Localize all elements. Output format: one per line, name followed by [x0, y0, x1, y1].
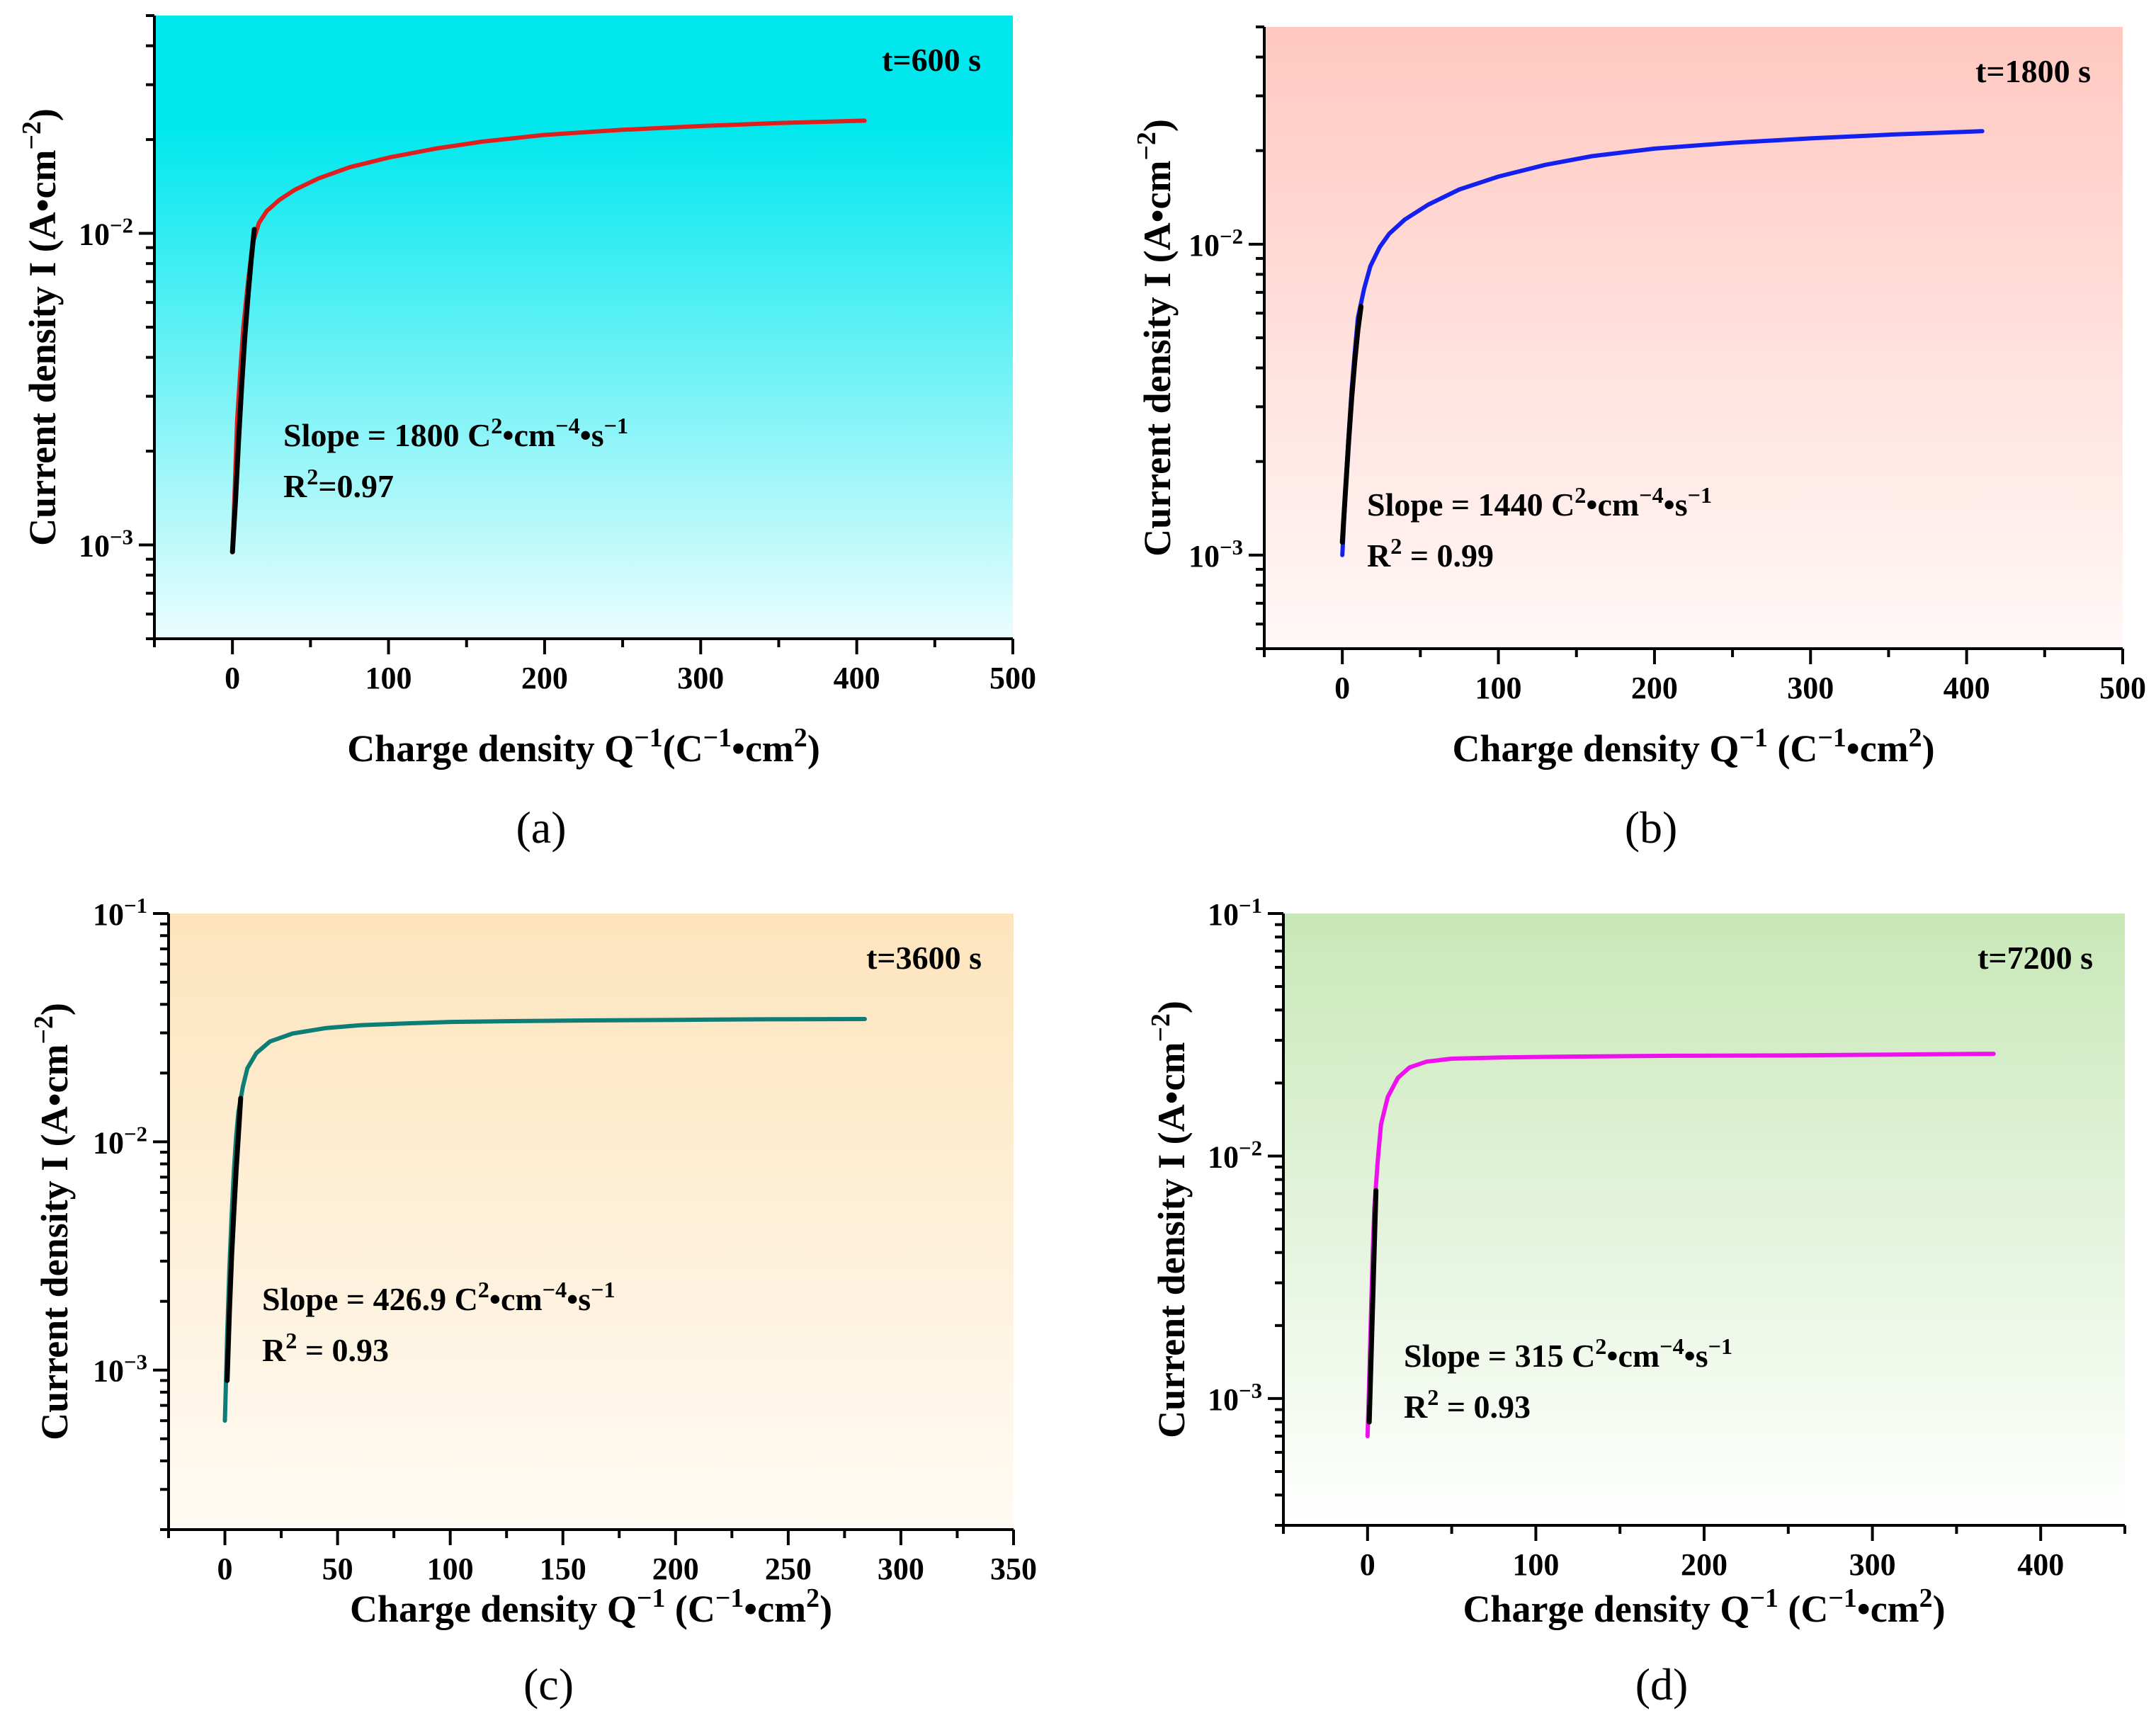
r-squared-annotation: R2 = 0.93 — [1404, 1384, 1531, 1425]
x-tick-label: 0 — [225, 661, 240, 695]
x-tick-label: 200 — [1631, 671, 1678, 705]
chart-panel-d: 0 100 200 300 400 10−3 10−2 10−1 t=7200 s Slope =… — [1146, 894, 2126, 1709]
panel-label: (a) — [516, 802, 566, 853]
x-tick-label: 200 — [652, 1552, 699, 1586]
x-tick-label: 100 — [365, 661, 412, 695]
x-tick-label: 350 — [990, 1552, 1037, 1586]
y-axis-label: Current density I (A•cm−2) — [17, 108, 64, 546]
slope-annotation: Slope = 315 C2•cm−4•s−1 — [1404, 1333, 1732, 1374]
time-label: t=7200 s — [1978, 940, 2093, 976]
y-tick-label: 10−1 — [93, 894, 147, 932]
x-tick-label: 250 — [765, 1552, 812, 1586]
x-tick-label: 300 — [878, 1552, 924, 1586]
y-axis-label: Current density I (A•cm−2) — [1146, 1001, 1193, 1438]
x-tick-label: 400 — [2017, 1547, 2064, 1582]
x-tick-label: 100 — [1512, 1547, 1559, 1582]
x-axis-label: Charge density Q−1 (C−1•cm2) — [350, 1583, 832, 1630]
y-tick-label: 10−1 — [1208, 894, 1262, 932]
x-tick-label: 100 — [427, 1552, 474, 1586]
r-squared-annotation: R2 = 0.99 — [1367, 533, 1494, 574]
chart-panel-b: 0 100 200 300 400 500 10−3 10−2 t=1800 s Slope = … — [1132, 25, 2146, 853]
x-tick-label: 300 — [1787, 671, 1834, 705]
x-tick-label: 500 — [2099, 671, 2146, 705]
time-label: t=600 s — [882, 42, 981, 78]
slope-annotation: Slope = 1800 C2•cm−4•s−1 — [283, 413, 628, 453]
x-axis-label: Charge density Q−1 (C−1•cm2) — [1463, 1583, 1945, 1630]
x-tick-label: 300 — [1849, 1547, 1896, 1582]
y-tick-label: 10−3 — [93, 1350, 147, 1389]
x-tick-label: 100 — [1475, 671, 1522, 705]
x-tick-label: 400 — [834, 661, 880, 695]
x-axis-label: Charge density Q−1(C−1•cm2) — [347, 723, 820, 770]
x-tick-label: 200 — [521, 661, 568, 695]
time-label: t=1800 s — [1975, 53, 2091, 89]
x-tick-label: 0 — [1334, 671, 1350, 705]
x-tick-label: 400 — [1944, 671, 1990, 705]
y-tick-label: 10−3 — [1208, 1379, 1262, 1417]
y-tick-label: 10−2 — [1208, 1136, 1262, 1174]
linear-fit-line — [1339, 304, 1364, 545]
x-tick-label: 200 — [1681, 1547, 1727, 1582]
y-axis-label: Current density I (A•cm−2) — [1132, 119, 1179, 557]
time-label: t=3600 s — [866, 940, 982, 976]
x-tick-label: 150 — [540, 1552, 586, 1586]
x-tick-label: 500 — [989, 661, 1036, 695]
y-tick-label: 10−3 — [79, 525, 133, 564]
linear-fit-line — [229, 227, 257, 554]
plot-background — [154, 16, 1013, 639]
y-tick-label: 10−2 — [93, 1122, 147, 1160]
chart-panel-c: 0 50 100 150 200 250 300 350 10−3 10−2 10−1 t=3600 … — [29, 894, 1037, 1709]
chart-panel-a: 0 100 200 300 400 500 10−3 10−2 t=600 s Slope = 1… — [17, 14, 1036, 853]
x-tick-label: 50 — [322, 1552, 353, 1586]
linear-fit-line — [225, 1096, 244, 1383]
panel-label: (d) — [1635, 1659, 1689, 1709]
plot-background — [1283, 914, 2125, 1525]
y-tick-label: 10−2 — [79, 214, 133, 252]
plot-background — [169, 914, 1014, 1530]
r-squared-annotation: R2 = 0.93 — [262, 1328, 389, 1368]
slope-annotation: Slope = 1440 C2•cm−4•s−1 — [1367, 482, 1712, 523]
slope-annotation: Slope = 426.9 C2•cm−4•s−1 — [262, 1277, 615, 1317]
x-tick-label: 0 — [1360, 1547, 1375, 1582]
linear-fit-line — [1366, 1188, 1379, 1425]
r-squared-annotation: R2=0.97 — [283, 464, 394, 504]
x-tick-label: 0 — [217, 1552, 233, 1586]
x-tick-label: 300 — [677, 661, 724, 695]
y-tick-label: 10−2 — [1188, 224, 1243, 263]
panel-label: (b) — [1625, 802, 1678, 853]
y-tick-label: 10−3 — [1188, 535, 1243, 574]
panel-label: (c) — [523, 1659, 574, 1709]
x-axis-label: Charge density Q−1 (C−1•cm2) — [1452, 723, 1934, 770]
y-axis-label: Current density I (A•cm−2) — [29, 1003, 76, 1440]
